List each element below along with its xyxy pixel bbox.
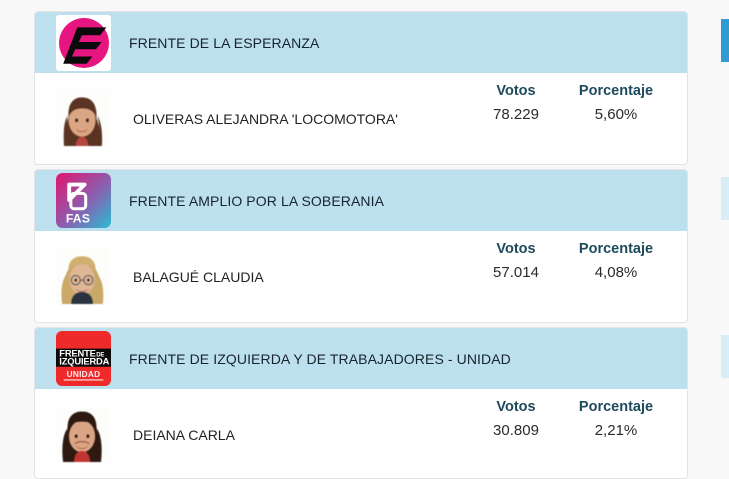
svg-text:UNIDAD: UNIDAD xyxy=(67,370,101,379)
svg-text:IZQUIERDA: IZQUIERDA xyxy=(59,357,109,367)
svg-text:FAS: FAS xyxy=(66,212,90,226)
